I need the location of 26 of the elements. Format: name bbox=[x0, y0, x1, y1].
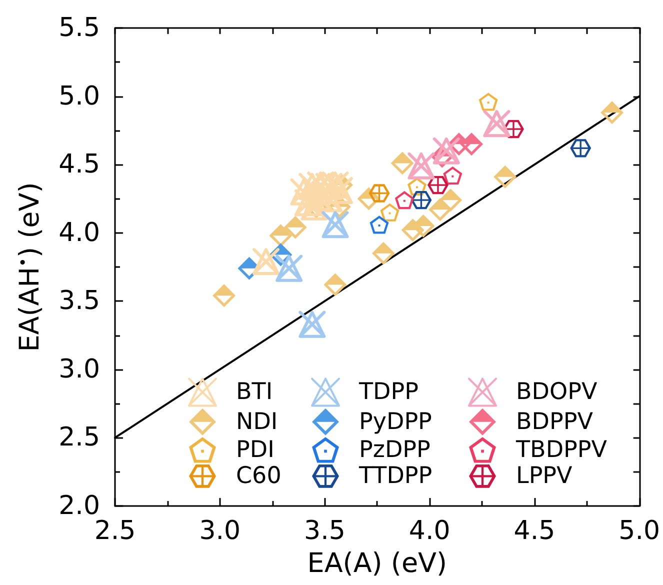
x-tick-label: 3.0 bbox=[199, 516, 241, 546]
legend-label: TDPP bbox=[358, 379, 419, 406]
x-tick-label: 5.0 bbox=[618, 516, 660, 546]
legend-label: PDI bbox=[236, 436, 274, 463]
y-tick-label: 5.0 bbox=[58, 81, 100, 112]
legend-label: LPPV bbox=[516, 463, 573, 490]
x-tick-label: 4.0 bbox=[408, 516, 450, 546]
x-tick-label: 3.5 bbox=[304, 516, 346, 546]
y-tick-label: 4.5 bbox=[58, 150, 100, 180]
y-tick-label: 5.5 bbox=[58, 13, 100, 43]
legend-label: NDI bbox=[236, 408, 278, 435]
legend-label: TTDPP bbox=[358, 463, 432, 490]
x-axis-title: EA(A) (eV) bbox=[307, 548, 448, 579]
legend-label: PyDPP bbox=[359, 408, 432, 435]
y-tick-label: 3.5 bbox=[58, 286, 100, 316]
x-tick-label: 4.5 bbox=[514, 516, 556, 546]
legend-label: PzDPP bbox=[359, 436, 431, 463]
legend-label: BTI bbox=[236, 379, 273, 406]
y-tick-label: 3.0 bbox=[58, 354, 100, 384]
y-tick-label: 4.0 bbox=[58, 218, 100, 248]
legend-label: BDOPV bbox=[516, 379, 598, 406]
legend-label: BDPPV bbox=[516, 408, 594, 435]
legend-label: TBDPPV bbox=[515, 436, 608, 463]
y-axis-title: EA(AH•) (eV) bbox=[14, 182, 46, 352]
legend-label: C60 bbox=[236, 463, 282, 490]
y-tick-label: 2.5 bbox=[58, 422, 100, 453]
